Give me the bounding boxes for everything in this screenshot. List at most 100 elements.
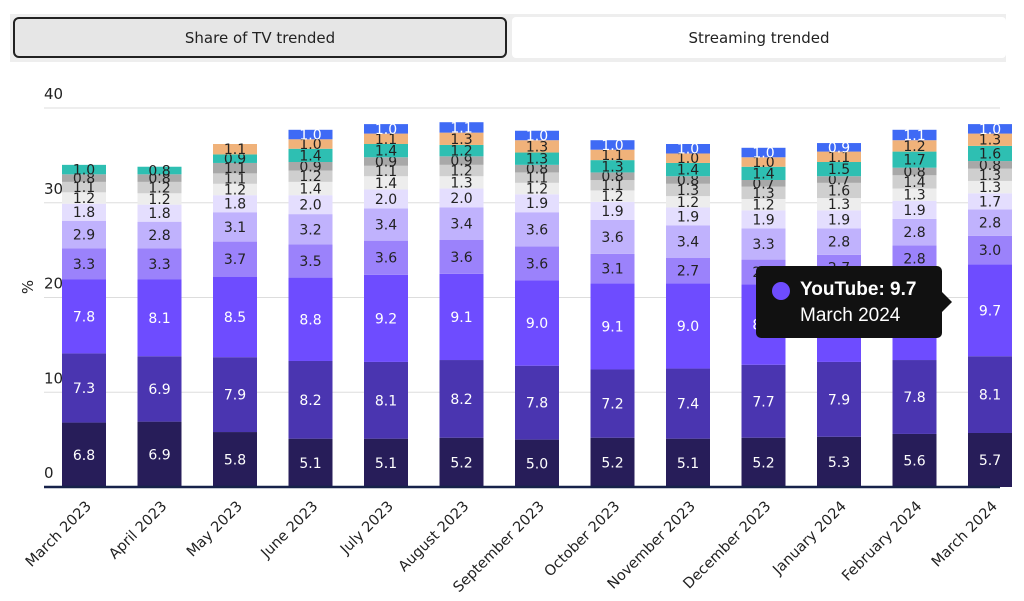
bar-segment[interactable] xyxy=(968,133,1012,146)
bar-segment[interactable] xyxy=(968,235,1012,265)
bar-segment[interactable] xyxy=(741,198,786,211)
bar-segment[interactable] xyxy=(590,253,635,284)
bar-segment[interactable] xyxy=(364,208,408,241)
bar-segment[interactable] xyxy=(817,151,861,163)
bar-segment[interactable] xyxy=(817,210,861,229)
bar-segment[interactable] xyxy=(968,264,1012,357)
bar-segment[interactable] xyxy=(741,147,786,158)
bar-segment[interactable] xyxy=(817,176,861,183)
bar-segment[interactable] xyxy=(741,166,786,181)
bar-segment[interactable] xyxy=(817,436,861,487)
bar-segment[interactable] xyxy=(666,257,710,284)
bar-segment[interactable] xyxy=(666,176,710,184)
bar-stack[interactable]: 5.18.28.83.53.22.01.41.20.91.41.01.0 xyxy=(288,128,333,487)
bar-segment[interactable] xyxy=(137,421,182,487)
bar-segment[interactable] xyxy=(590,140,635,150)
bar-segment[interactable] xyxy=(892,433,937,487)
bar-segment[interactable] xyxy=(439,188,484,208)
bar-segment[interactable] xyxy=(213,212,257,242)
bar-segment[interactable] xyxy=(515,172,559,183)
bar-segment[interactable] xyxy=(62,220,106,249)
bar-segment[interactable] xyxy=(666,183,710,197)
bar-segment[interactable] xyxy=(439,437,484,487)
bar-segment[interactable] xyxy=(892,167,937,176)
bar-segment[interactable] xyxy=(137,166,182,175)
bar-segment[interactable] xyxy=(439,144,484,157)
bar-segment[interactable] xyxy=(213,162,257,174)
bar-segment[interactable] xyxy=(590,219,635,254)
bar-segment[interactable] xyxy=(439,273,484,361)
bar-segment[interactable] xyxy=(817,143,861,152)
bar-segment[interactable] xyxy=(213,183,257,196)
tab-streaming-trended[interactable]: Streaming trended xyxy=(512,17,1006,58)
bar-segment[interactable] xyxy=(817,361,861,437)
bar-segment[interactable] xyxy=(213,241,257,277)
bar-stack[interactable]: 6.8 7.3 7.8 3.3 2.9 1.81.21.10.81.0 xyxy=(62,163,106,487)
bar-segment[interactable] xyxy=(968,193,1012,210)
bar-segment[interactable] xyxy=(439,156,484,165)
bar-segment[interactable] xyxy=(62,422,106,487)
bar-segment[interactable] xyxy=(439,122,484,133)
bar-segment[interactable] xyxy=(213,144,257,155)
bar-segment[interactable] xyxy=(666,196,710,208)
bar-segment[interactable] xyxy=(590,201,635,220)
bar-segment[interactable] xyxy=(364,274,408,362)
bar-segment[interactable] xyxy=(439,207,484,240)
bar-stack[interactable]: 5.17.49.02.73.41.91.21.30.81.41.01.0 xyxy=(666,142,710,487)
bar-segment[interactable] xyxy=(968,124,1012,134)
bar-segment[interactable] xyxy=(590,283,635,370)
bar-segment[interactable] xyxy=(968,432,1012,487)
bar-segment[interactable] xyxy=(515,246,559,281)
bar-segment[interactable] xyxy=(439,176,484,189)
bar-segment[interactable] xyxy=(515,194,559,213)
bar-stack[interactable]: 5.27.29.13.13.61.91.21.10.81.31.11.0 xyxy=(590,138,635,487)
bar-segment[interactable] xyxy=(892,151,937,168)
bar-segment[interactable] xyxy=(288,360,333,439)
bar-stack[interactable]: 5.18.19.23.63.42.01.41.10.91.41.11.0 xyxy=(364,122,408,487)
bar-segment[interactable] xyxy=(892,218,937,246)
bar-segment[interactable] xyxy=(817,228,861,255)
bar-segment[interactable] xyxy=(288,148,333,163)
bar-segment[interactable] xyxy=(288,438,333,487)
bar-segment[interactable] xyxy=(590,149,635,161)
bar-segment[interactable] xyxy=(515,152,559,165)
bar-segment[interactable] xyxy=(741,228,786,260)
bar-segment[interactable] xyxy=(590,160,635,173)
bar-segment[interactable] xyxy=(213,195,257,213)
bar-segment[interactable] xyxy=(666,144,710,154)
bar-stack[interactable]: 6.96.98.13.32.81.81.21.20.80.8 xyxy=(137,164,182,487)
bar-segment[interactable] xyxy=(741,364,786,438)
bar-segment[interactable] xyxy=(741,157,786,167)
bar-segment[interactable] xyxy=(666,225,710,258)
bar-segment[interactable] xyxy=(288,244,333,278)
bar-segment[interactable] xyxy=(968,180,1012,194)
bar-segment[interactable] xyxy=(666,153,710,163)
bar-segment[interactable] xyxy=(288,129,333,140)
bar-segment[interactable] xyxy=(892,175,937,189)
bar-segment[interactable] xyxy=(968,145,1012,162)
bar-segment[interactable] xyxy=(590,190,635,202)
bar-segment[interactable] xyxy=(62,279,106,354)
bar-segment[interactable] xyxy=(817,162,861,177)
bar-segment[interactable] xyxy=(666,162,710,177)
bar-segment[interactable] xyxy=(213,173,257,184)
bar-segment[interactable] xyxy=(515,280,559,366)
bar-segment[interactable] xyxy=(364,133,408,145)
bar-segment[interactable] xyxy=(364,157,408,166)
bar-segment[interactable] xyxy=(137,181,182,194)
bar-segment[interactable] xyxy=(62,248,106,280)
bar-segment[interactable] xyxy=(968,356,1012,433)
bar-segment[interactable] xyxy=(741,210,786,229)
bar-segment[interactable] xyxy=(892,360,937,434)
bar-segment[interactable] xyxy=(968,209,1012,236)
bar-segment[interactable] xyxy=(137,248,182,280)
bar-segment[interactable] xyxy=(892,129,937,141)
bar-segment[interactable] xyxy=(666,283,710,369)
bar-segment[interactable] xyxy=(364,438,408,487)
bar-segment[interactable] xyxy=(288,162,333,171)
bar-segment[interactable] xyxy=(439,360,484,438)
bar-segment[interactable] xyxy=(666,368,710,439)
bar-segment[interactable] xyxy=(364,176,408,190)
bar-segment[interactable] xyxy=(137,174,182,182)
bar-segment[interactable] xyxy=(364,124,408,134)
